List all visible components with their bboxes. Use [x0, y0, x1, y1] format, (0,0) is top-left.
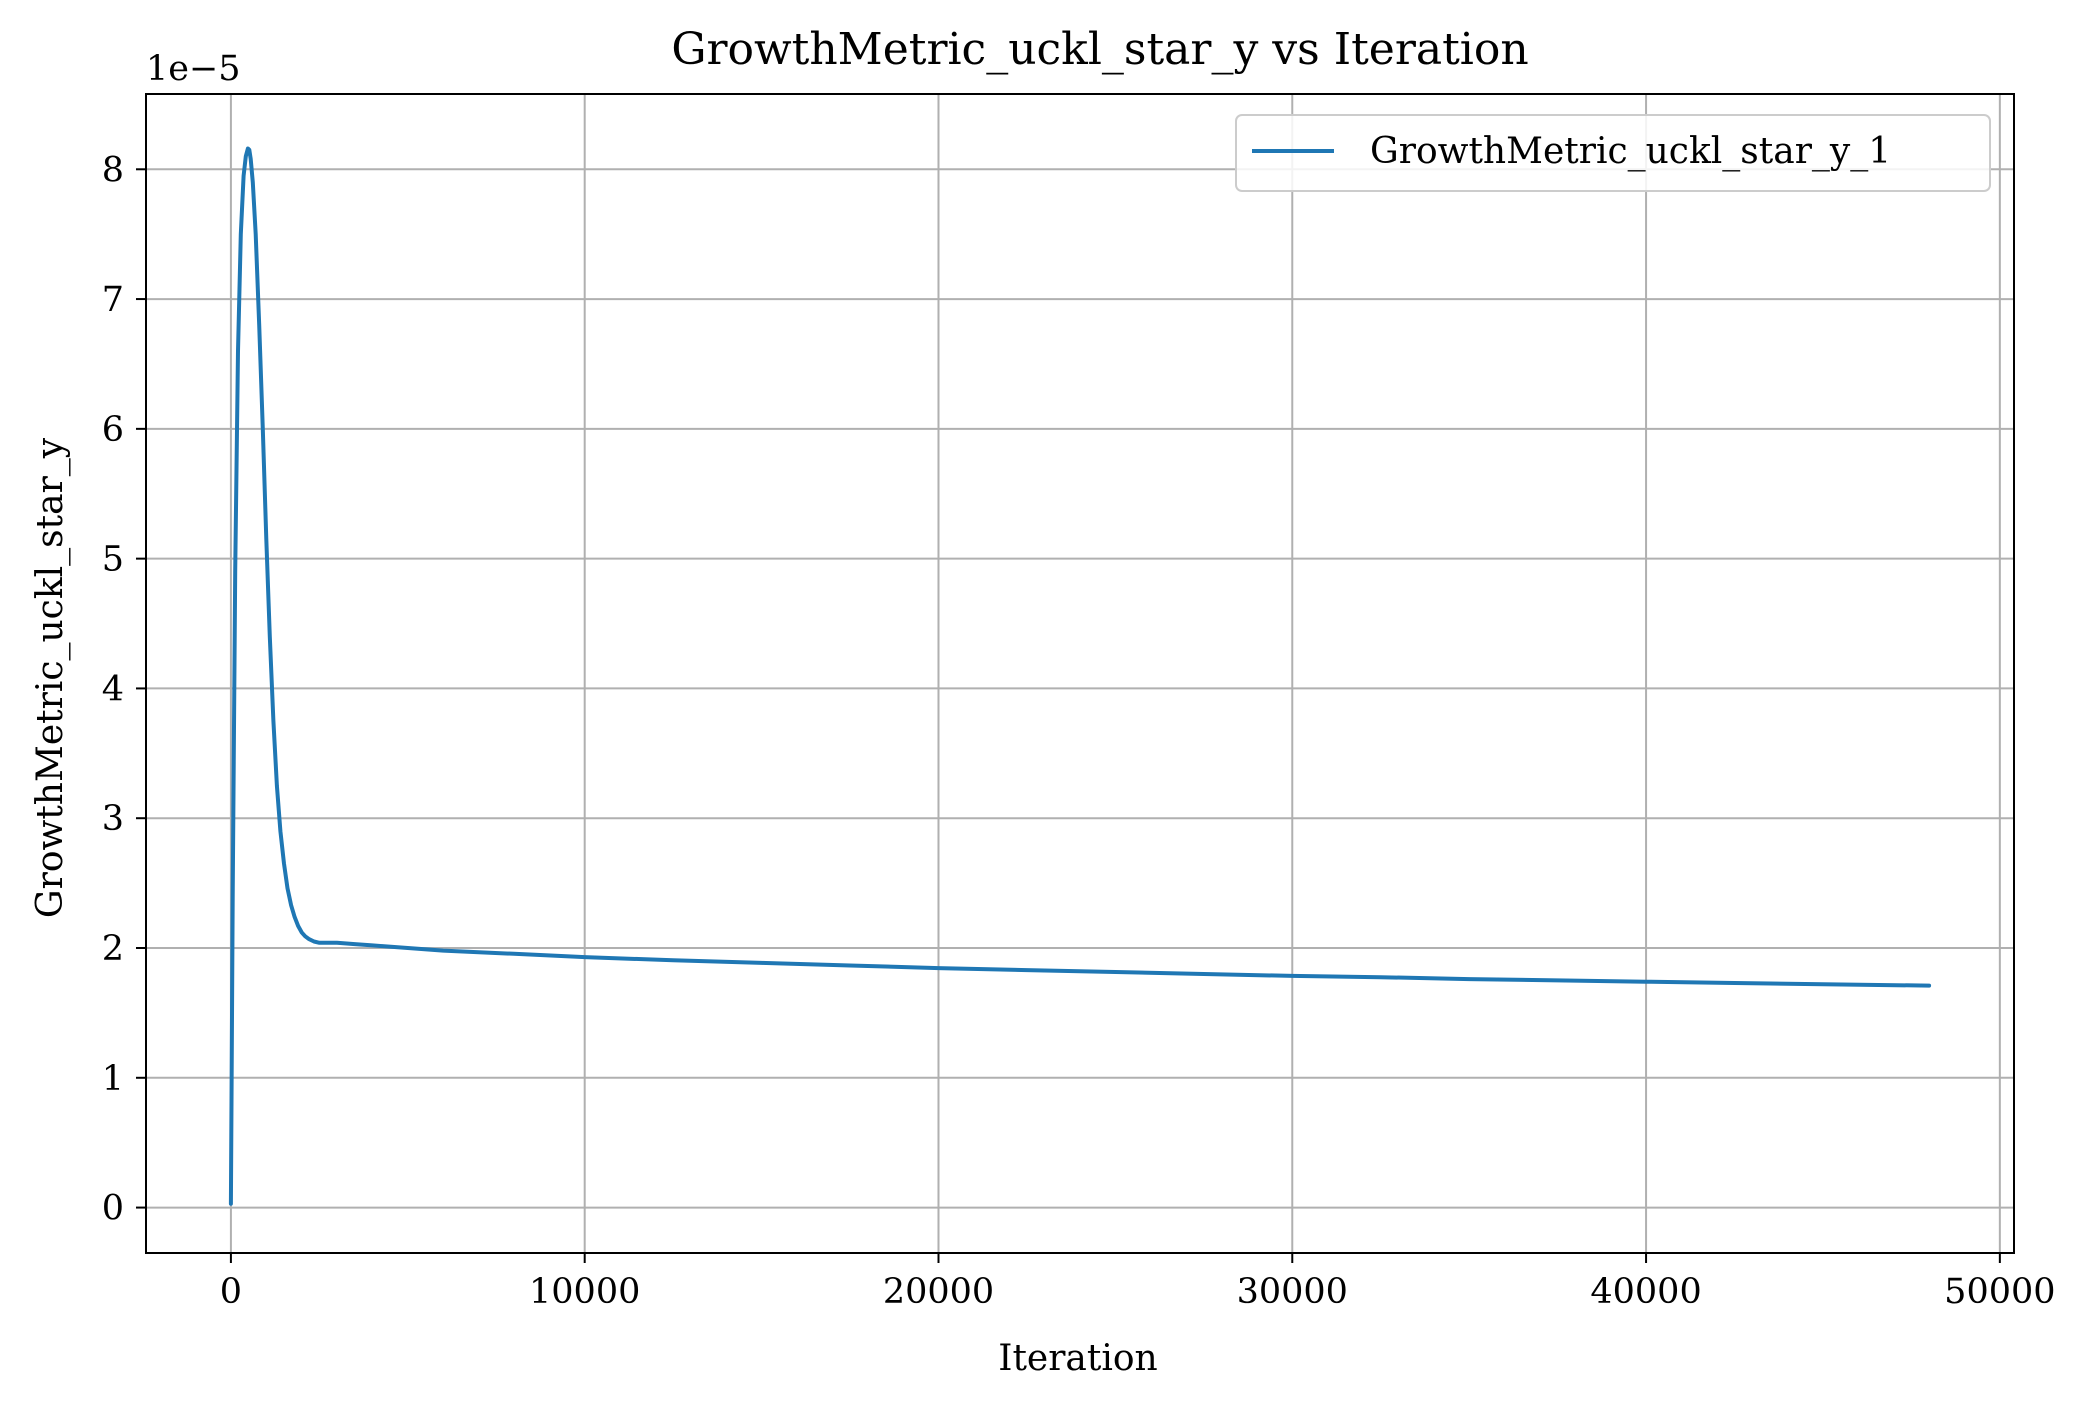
y-axis-offset-label: 1e−5	[146, 49, 241, 89]
legend-entry-label: GrowthMetric_uckl_star_y_1	[1370, 131, 1891, 172]
chart-title: GrowthMetric_uckl_star_y vs Iteration	[671, 24, 1528, 75]
y-tick-label: 2	[102, 929, 124, 969]
y-tick-label: 7	[102, 280, 124, 320]
y-tick-label: 4	[102, 669, 124, 709]
plot-frame	[145, 93, 2015, 1254]
y-axis-label: GrowthMetric_uckl_star_y	[30, 437, 71, 918]
y-axis: 0 1 2 3 4 5 6 7 8	[102, 150, 146, 1229]
y-tick-label: 0	[102, 1189, 124, 1229]
legend: GrowthMetric_uckl_star_y_1	[1235, 114, 1991, 192]
y-tick-label: 1	[102, 1059, 124, 1099]
x-tick-label: 30000	[1237, 1272, 1348, 1312]
y-tick-label: 8	[102, 150, 124, 190]
x-tick-label: 10000	[529, 1272, 640, 1312]
x-tick-label: 40000	[1590, 1272, 1701, 1312]
y-tick-label: 3	[102, 799, 124, 839]
y-tick-label: 5	[102, 540, 124, 580]
series-layer	[228, 146, 1932, 1206]
legend-box	[1235, 114, 1991, 192]
series-line	[228, 146, 1932, 1206]
x-tick-label: 20000	[883, 1272, 994, 1312]
x-axis-label: Iteration	[998, 1338, 1158, 1379]
grid-lines	[146, 94, 2014, 1253]
x-tick-label: 0	[220, 1272, 242, 1312]
x-tick-label: 50000	[1944, 1272, 2055, 1312]
y-tick-label: 6	[102, 410, 124, 450]
x-axis: 0 10000 20000 30000 40000 50000	[220, 1253, 2056, 1312]
